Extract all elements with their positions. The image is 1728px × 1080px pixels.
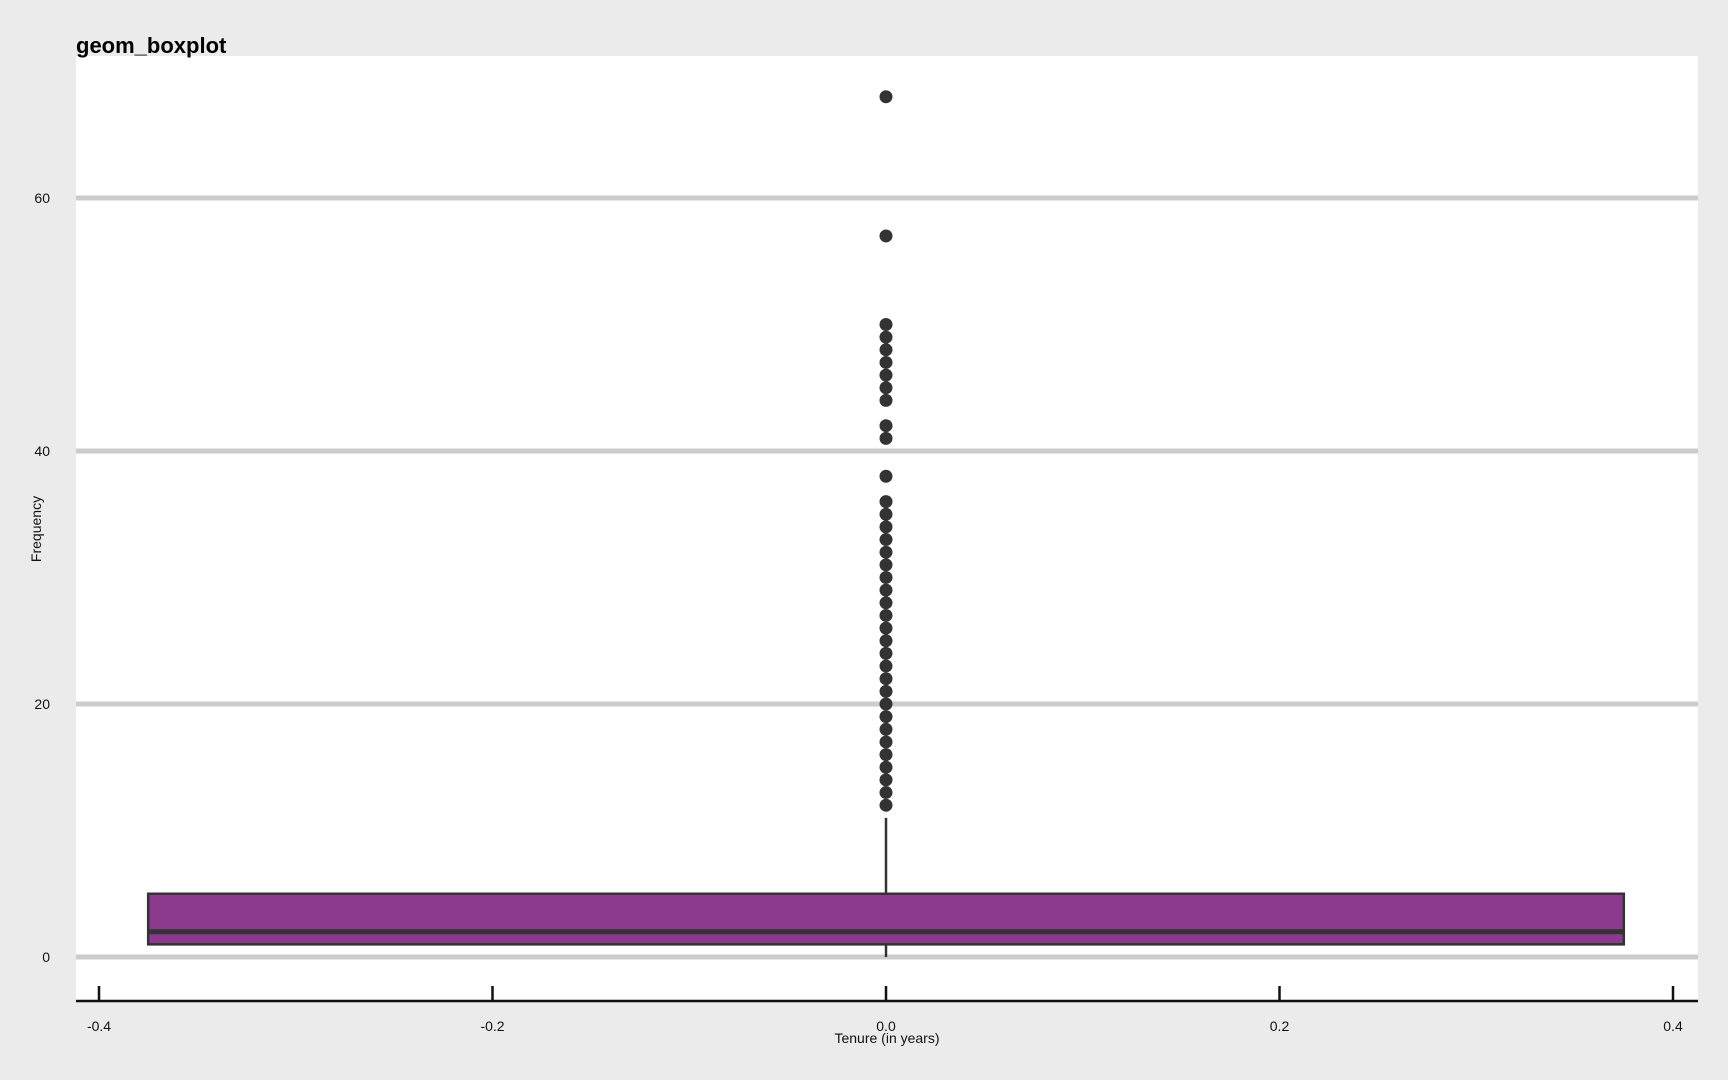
y-tick-label-0: 0 (42, 949, 50, 965)
y-tick-label-1: 20 (34, 696, 50, 712)
outlier-point-22 (879, 672, 893, 686)
outlier-point-49 (879, 330, 893, 344)
outlier-point-50 (879, 318, 893, 331)
outlier-point-19 (879, 710, 893, 724)
outlier-point-20 (879, 697, 893, 711)
outlier-point-35 (879, 507, 893, 521)
outlier-point-42 (879, 419, 893, 433)
outlier-point-45 (879, 381, 893, 395)
outlier-point-28 (879, 596, 893, 610)
outlier-point-13 (879, 786, 893, 800)
outlier-point-31 (879, 558, 893, 572)
chart-title: geom_boxplot (76, 33, 227, 58)
x-tick-label-1: -0.2 (480, 1018, 504, 1034)
outlier-point-57 (879, 229, 893, 243)
outlier-point-27 (879, 608, 893, 622)
outlier-point-17 (879, 735, 893, 749)
y-tick-label-3: 60 (34, 190, 50, 206)
outlier-point-33 (879, 533, 893, 547)
outlier-point-26 (879, 621, 893, 635)
outlier-point-47 (879, 355, 893, 369)
outlier-point-21 (879, 684, 893, 698)
x-tick-label-4: 0.4 (1663, 1018, 1683, 1034)
outlier-point-18 (879, 722, 893, 736)
outlier-point-23 (879, 659, 893, 673)
outlier-point-46 (879, 368, 893, 382)
x-axis-label: Tenure (in years) (834, 1030, 939, 1046)
outlier-point-68 (879, 90, 893, 104)
outlier-point-29 (879, 583, 893, 597)
outlier-point-38 (879, 469, 893, 483)
y-tick-label-2: 40 (34, 443, 50, 459)
y-axis-label: Frequency (28, 496, 44, 562)
outlier-point-12 (879, 798, 893, 812)
x-tick-label-2: 0.0 (876, 1018, 896, 1034)
box-layer (146, 817, 1626, 957)
outlier-point-32 (879, 545, 893, 559)
box-iqr (146, 892, 1626, 946)
outlier-point-15 (879, 760, 893, 774)
y-ticks: 0 20 40 60 (34, 190, 50, 965)
outlier-point-41 (879, 431, 893, 445)
outlier-point-44 (879, 393, 893, 407)
outlier-point-24 (879, 646, 893, 660)
outlier-point-48 (879, 343, 893, 357)
outlier-points (879, 90, 893, 812)
x-ticks: -0.4 -0.2 0.0 0.2 0.4 (87, 986, 1683, 1034)
outlier-point-34 (879, 520, 893, 534)
outlier-point-25 (879, 634, 893, 648)
outlier-point-36 (879, 495, 893, 509)
outlier-point-14 (879, 773, 893, 787)
x-tick-label-0: -0.4 (87, 1018, 111, 1034)
outlier-point-30 (879, 571, 893, 584)
outlier-point-16 (879, 748, 893, 762)
x-tick-label-3: 0.2 (1270, 1018, 1290, 1034)
